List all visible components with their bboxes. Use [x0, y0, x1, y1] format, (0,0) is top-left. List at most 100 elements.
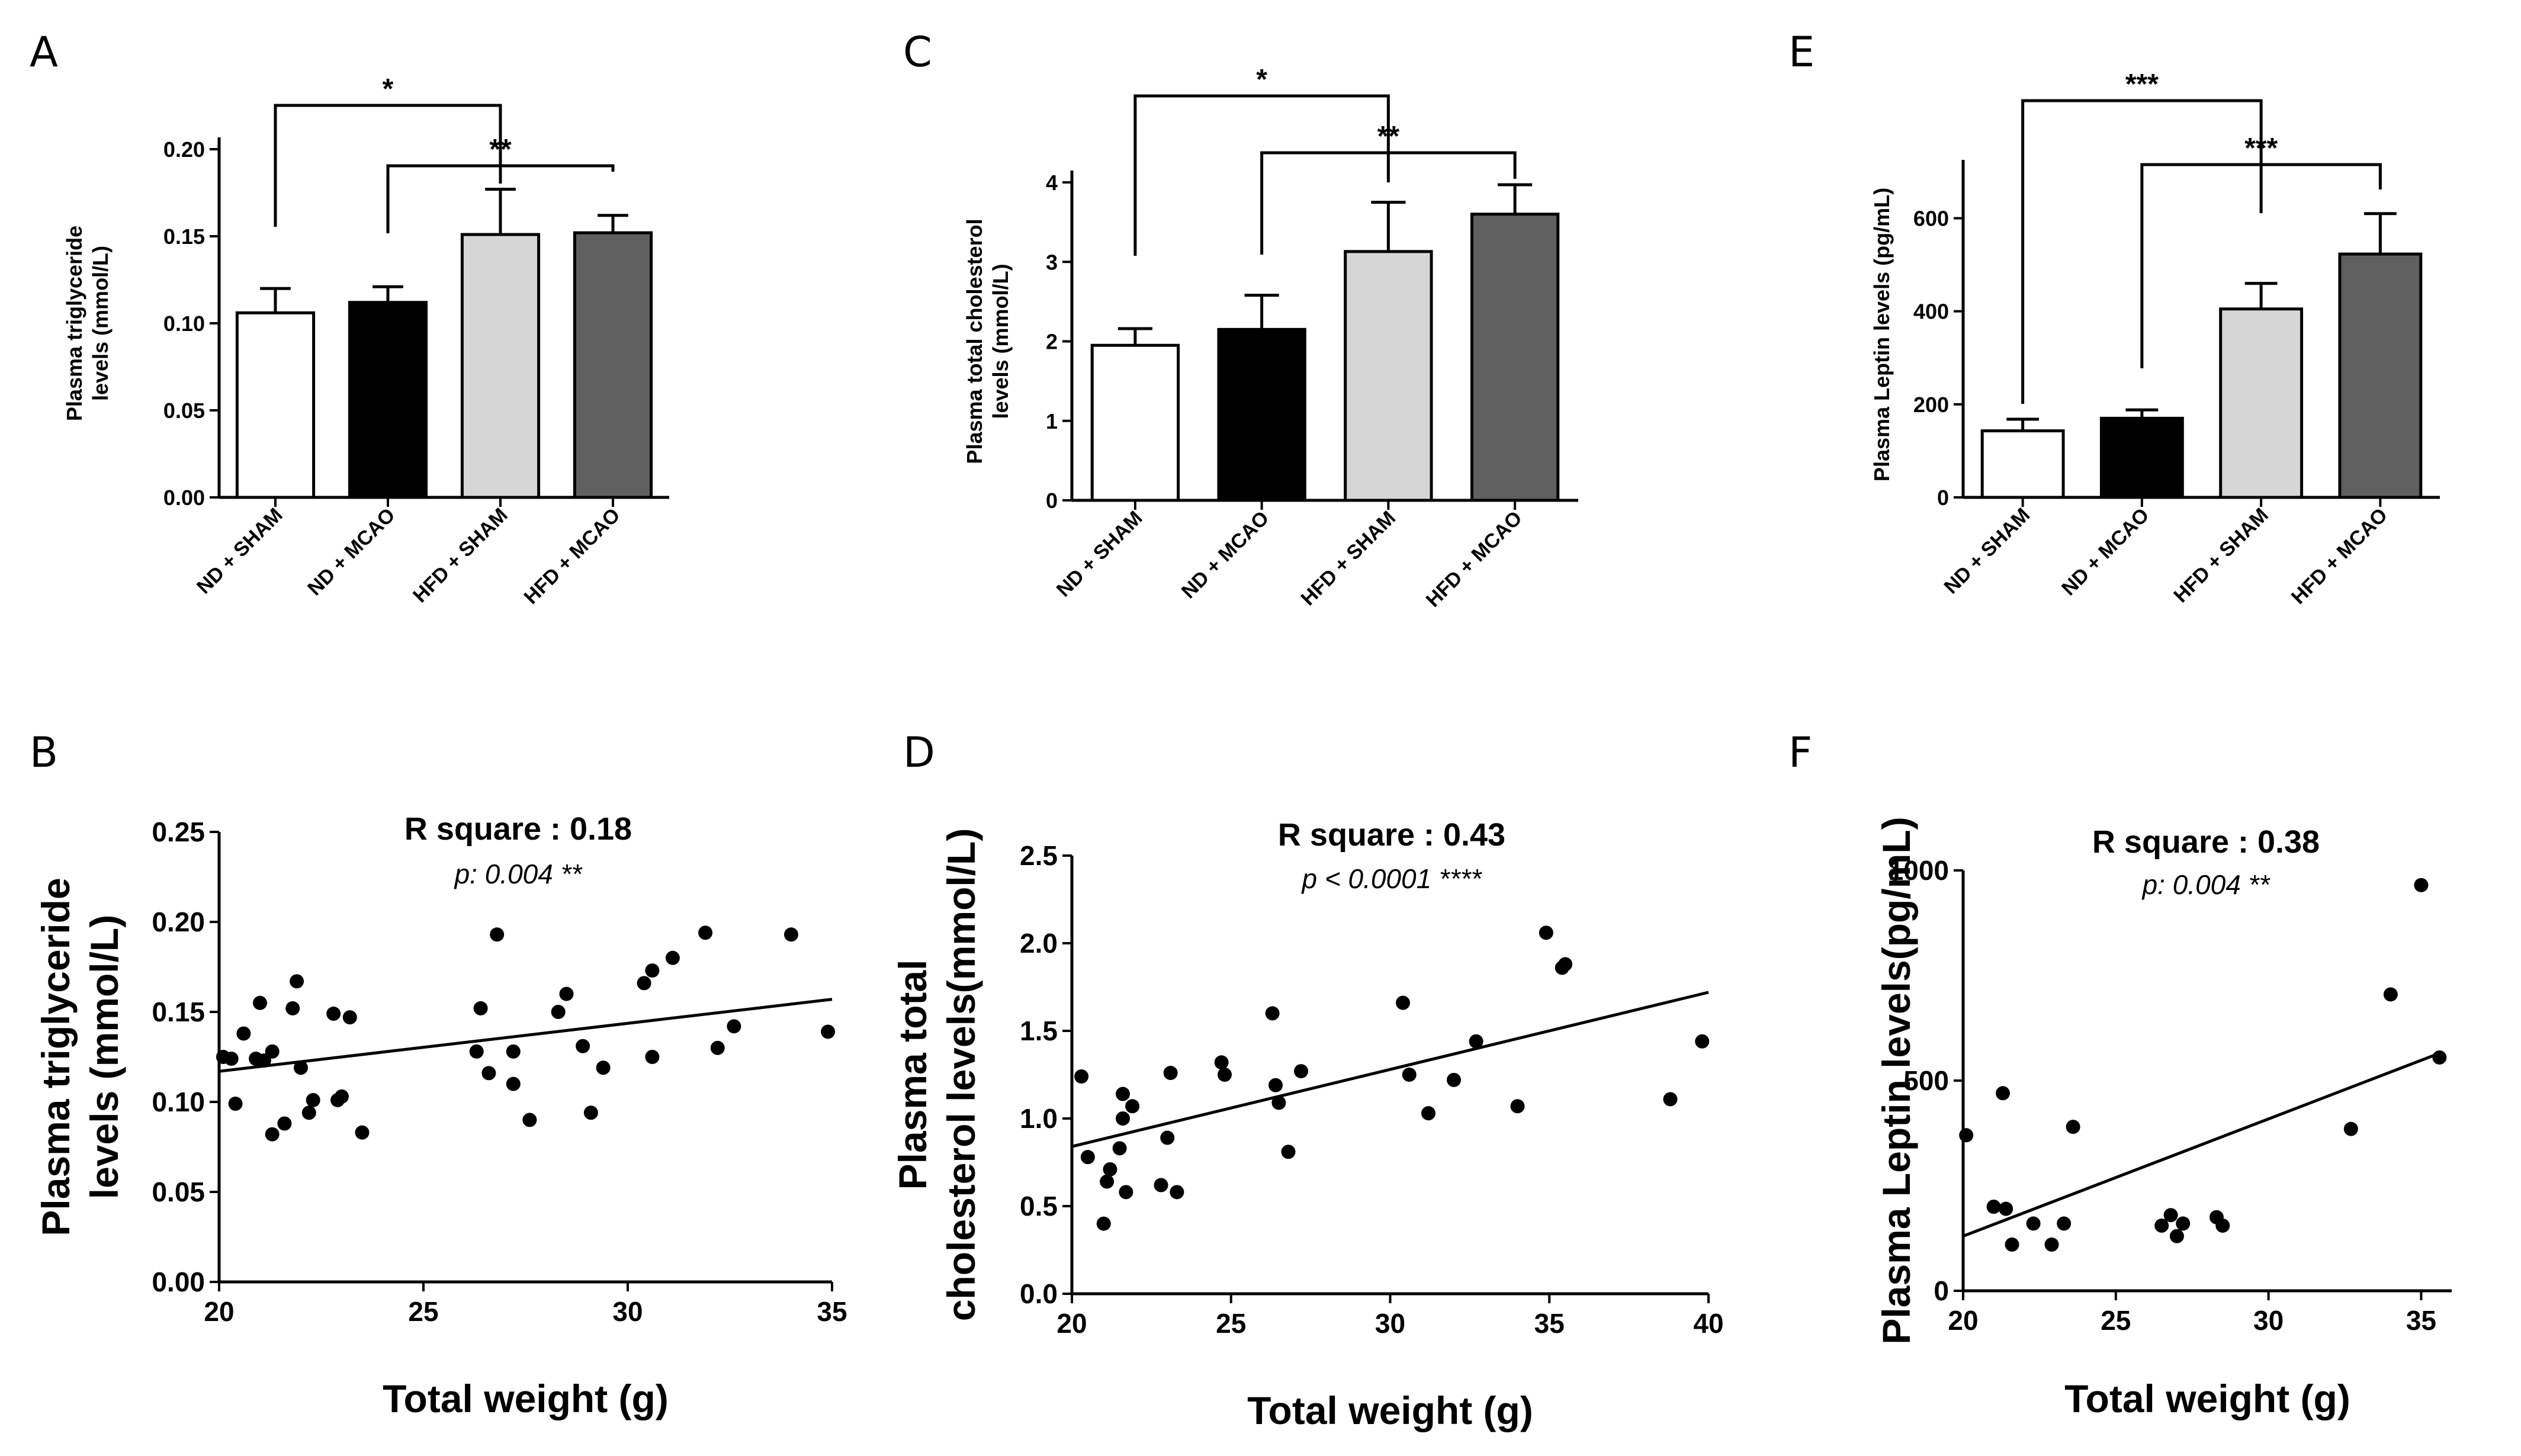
- significance-label: ***: [2244, 133, 2278, 164]
- data-point: [1214, 1055, 1229, 1070]
- data-point: [285, 1001, 300, 1015]
- data-point: [583, 1105, 598, 1120]
- y-tick-label: 0: [1046, 488, 1058, 513]
- bar: [2099, 416, 2184, 499]
- data-point: [1281, 1145, 1296, 1159]
- data-point: [1116, 1087, 1130, 1101]
- data-point: [1663, 1092, 1678, 1107]
- data-point: [228, 1097, 243, 1111]
- data-point: [637, 976, 651, 991]
- data-point: [2066, 1120, 2080, 1134]
- y-axis-label: levels (mmol/L): [88, 246, 113, 401]
- category-label: HFD + MCAO: [1422, 507, 1527, 612]
- data-point: [290, 974, 304, 989]
- y-tick-label: 0.10: [163, 311, 205, 336]
- significance-label: *: [1256, 64, 1267, 95]
- data-point: [1080, 1150, 1095, 1165]
- data-point: [2057, 1216, 2072, 1231]
- data-point: [469, 1044, 484, 1059]
- y-tick-label: 0.00: [152, 1267, 205, 1297]
- data-point: [698, 925, 713, 940]
- data-point: [1103, 1162, 1117, 1177]
- category-label: ND + MCAO: [2057, 504, 2153, 600]
- data-point: [1074, 1069, 1089, 1084]
- data-point: [1125, 1099, 1140, 1114]
- data-point: [1119, 1185, 1133, 1200]
- data-point: [1271, 1095, 1286, 1110]
- bar: [2338, 252, 2423, 499]
- scatter-chart-triglyceride: 0.00 0.05 0.10 0.15 0.20 0.25 20 25 30 35 Total we…: [34, 811, 847, 1420]
- category-label: HFD + MCAO: [520, 504, 625, 609]
- bar: [1980, 429, 2065, 499]
- data-point: [2163, 1208, 2178, 1223]
- data-point: [1695, 1034, 1710, 1049]
- y-tick-label: 0.15: [163, 224, 205, 249]
- p-value-label: p: 0.004 **: [454, 859, 583, 889]
- y-axis-label: levels (mmol/L): [988, 263, 1013, 419]
- data-point: [1112, 1141, 1127, 1156]
- x-tick-label: 25: [408, 1296, 438, 1327]
- data-point: [1268, 1078, 1283, 1092]
- x-tick-label: 30: [2253, 1305, 2284, 1336]
- data-point: [1170, 1185, 1184, 1200]
- x-tick-label: 30: [1375, 1308, 1405, 1339]
- panel-label-a: A: [30, 28, 58, 76]
- data-point: [2414, 878, 2429, 892]
- category-label: HFD + MCAO: [2287, 504, 2392, 609]
- x-axis-label: Total weight (g): [383, 1377, 669, 1420]
- bar: [573, 231, 653, 499]
- data-point: [1265, 1006, 1280, 1021]
- y-tick-label: 200: [1913, 393, 1949, 417]
- data-point: [522, 1113, 537, 1127]
- data-point: [2343, 1121, 2358, 1136]
- y-axis-label: Plasma total: [891, 960, 934, 1190]
- data-point: [1421, 1106, 1435, 1121]
- data-point: [294, 1060, 308, 1075]
- data-point: [1558, 957, 1573, 972]
- data-point: [2154, 1218, 2169, 1233]
- r-square-label: R square : 0.43: [1278, 817, 1505, 853]
- data-point: [710, 1040, 725, 1055]
- significance-bracket: [2021, 99, 2263, 404]
- category-label: HFD + SHAM: [2169, 504, 2272, 607]
- data-point: [1396, 995, 1410, 1010]
- data-point: [727, 1019, 741, 1034]
- data-point: [2432, 1050, 2447, 1065]
- data-point: [1100, 1174, 1115, 1189]
- data-point: [473, 1001, 488, 1015]
- bar: [348, 301, 428, 499]
- data-point: [596, 1060, 611, 1075]
- category-label: ND + SHAM: [192, 504, 287, 599]
- data-point: [1402, 1068, 1417, 1082]
- y-tick-label: 1.0: [1020, 1103, 1058, 1134]
- data-point: [1510, 1099, 1525, 1114]
- data-point: [1218, 1068, 1232, 1082]
- data-point: [2026, 1216, 2041, 1231]
- y-tick-label: 0.20: [163, 137, 205, 162]
- panel-label-c: C: [903, 28, 932, 76]
- y-axis-label: levels (mmol/L): [82, 915, 126, 1199]
- data-point: [645, 963, 660, 978]
- category-label: HFD + SHAM: [409, 504, 512, 607]
- data-point: [2176, 1216, 2191, 1231]
- r-square-label: R square : 0.38: [2092, 824, 2320, 860]
- data-point: [1160, 1130, 1175, 1145]
- data-point: [1163, 1066, 1178, 1081]
- bar-chart-triglyceride: 0.00 0.05 0.10 0.15 0.20 Plasma triglyceride l…: [62, 73, 669, 609]
- scatter-chart-cholesterol: 0.0 0.5 1.0 1.5 2.0 2.5 20 25 30 35 40 Total weight…: [891, 817, 1724, 1432]
- regression-line: [1071, 991, 1709, 1148]
- data-point: [1096, 1216, 1111, 1231]
- y-tick-label: 2: [1046, 330, 1058, 354]
- data-point: [576, 1039, 590, 1053]
- bar: [1344, 250, 1433, 502]
- y-tick-label: 1.5: [1020, 1015, 1058, 1046]
- data-point: [1986, 1200, 2001, 1214]
- y-axis-label: Plasma total cholesterol: [962, 218, 987, 464]
- data-point: [2169, 1229, 2184, 1243]
- data-point: [784, 927, 798, 942]
- data-point: [1539, 925, 1553, 940]
- y-tick-label: 500: [1903, 1065, 1949, 1096]
- category-label: ND + SHAM: [1052, 507, 1147, 602]
- data-point: [306, 1092, 320, 1107]
- y-axis-label: cholesterol levels(mmol/L): [939, 828, 983, 1322]
